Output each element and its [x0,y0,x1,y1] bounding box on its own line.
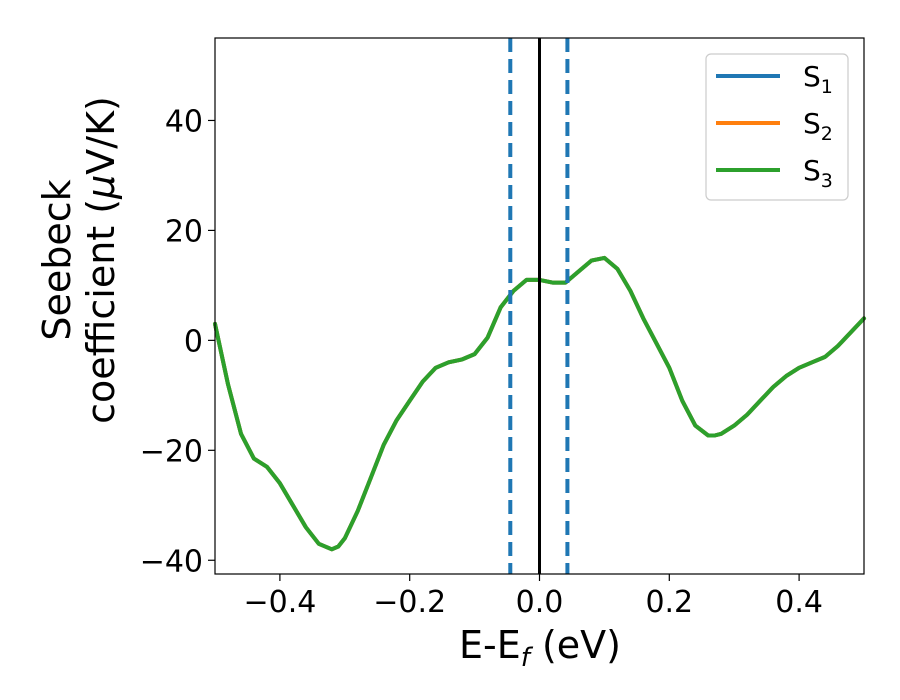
y-tick-label: 40 [165,104,203,139]
y-tick-label: 20 [165,214,203,249]
y-tick-label: 0 [184,324,203,359]
x-tick-label: −0.2 [373,585,446,620]
x-tick-label: 0.0 [516,585,564,620]
legend-box [705,53,849,201]
x-tick-label: −0.4 [243,585,316,620]
y-axis-label: Seebeck coefficient (μV/K) [35,96,123,424]
x-axis-label: E-Ef (eV) [459,623,621,673]
legend-label-1: S1 [803,60,833,98]
x-tick-label: 0.4 [775,585,823,620]
legend: S1 S2 S3 [705,53,849,201]
y-tick-label: −20 [140,434,203,469]
x-axis-ticks: −0.4 −0.2 0.0 0.2 0.4 [243,574,823,620]
y-tick-label: −40 [140,544,203,579]
x-tick-label: 0.2 [645,585,693,620]
y-axis-label-line1: Seebeck [35,179,79,340]
y-axis-label-line2: coefficient (μV/K) [79,96,123,424]
legend-label-3: S3 [803,154,833,192]
y-axis-ticks: −40 −20 0 20 40 [140,104,215,579]
reference-lines [508,38,570,574]
legend-label-2: S2 [803,107,833,145]
